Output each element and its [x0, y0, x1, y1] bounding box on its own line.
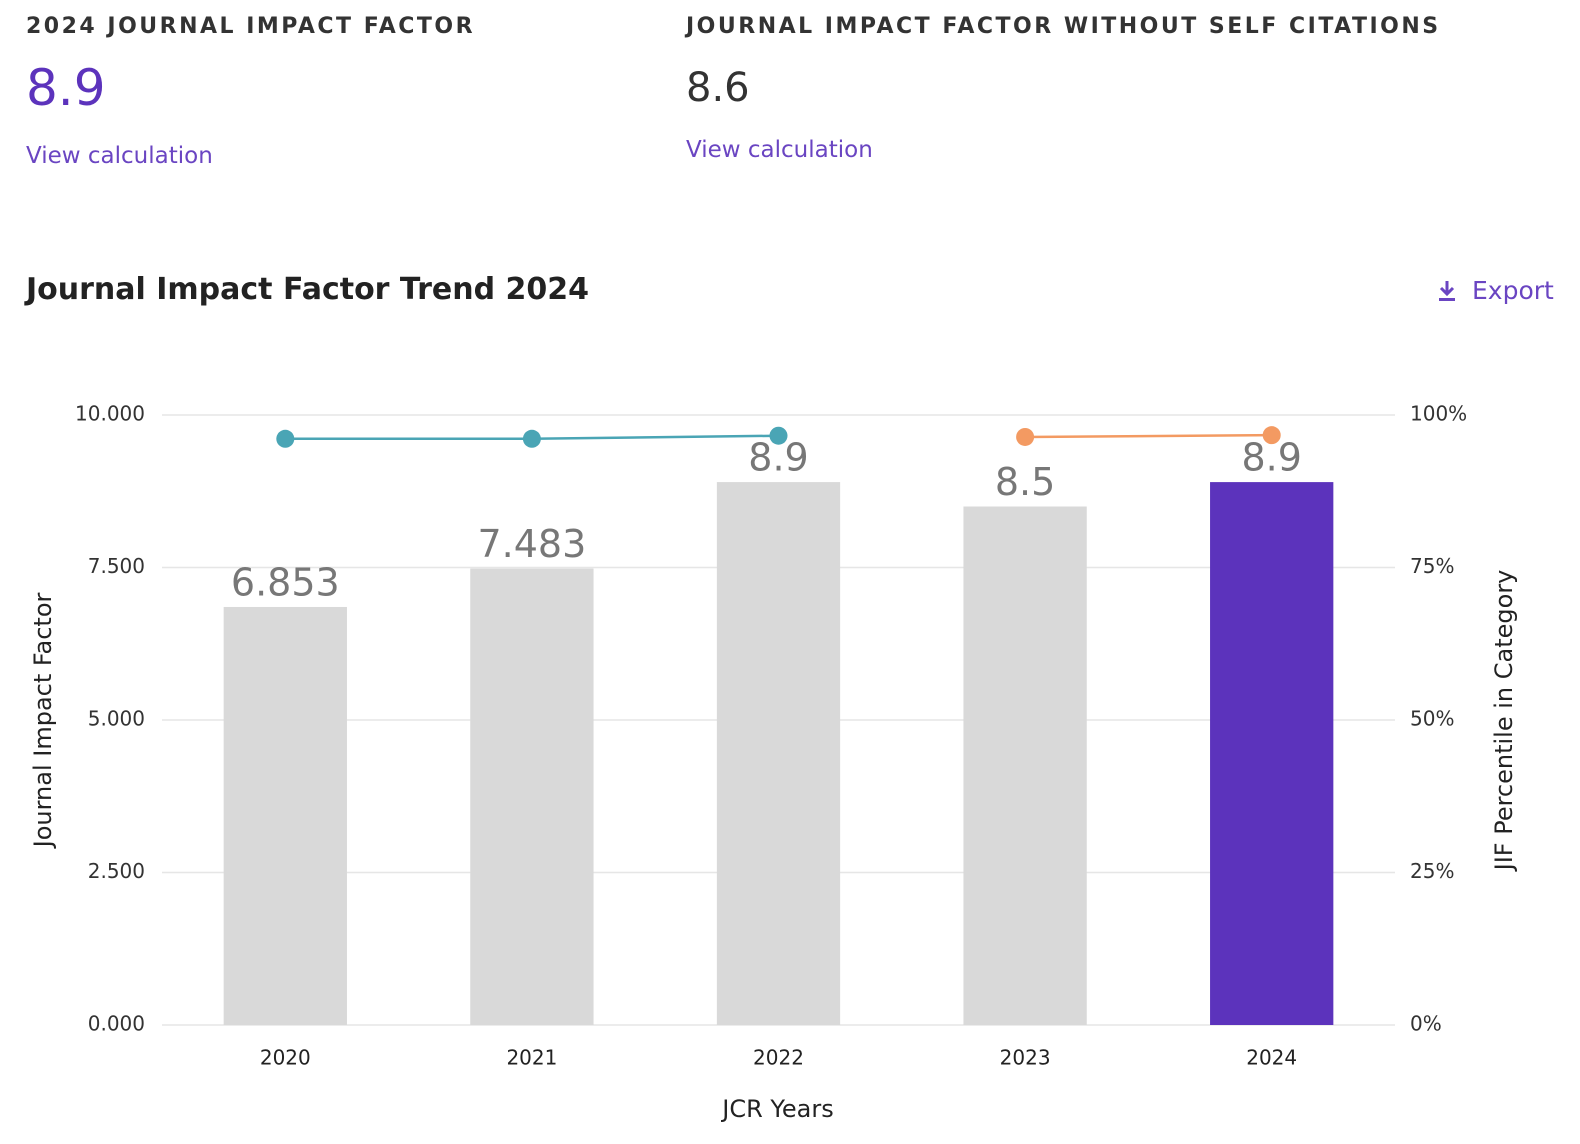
x-tick-label: 2020: [260, 1046, 311, 1070]
metric-title: JOURNAL IMPACT FACTOR WITHOUT SELF CITAT…: [686, 14, 1441, 39]
x-tick-label: 2024: [1246, 1046, 1297, 1070]
bar: [223, 606, 347, 1025]
export-icon: [1439, 280, 1455, 301]
line-point: [1016, 427, 1035, 446]
bar: [1210, 482, 1334, 1026]
y-tick-label: 10.000: [75, 402, 145, 426]
y-axis-label: Journal Impact Factor: [29, 593, 57, 850]
bar: [716, 482, 841, 1026]
line-point: [522, 429, 541, 448]
x-axis-label: JCR Years: [720, 1095, 833, 1123]
export-label: Export: [1472, 276, 1554, 305]
view-calculation-link[interactable]: View calculation: [26, 143, 213, 169]
view-calculation-link[interactable]: View calculation: [686, 137, 873, 163]
x-tick-label: 2021: [506, 1046, 557, 1070]
line-point: [1262, 426, 1281, 445]
x-tick-label: 2023: [1000, 1046, 1051, 1070]
y2-axis-label: JIF Percentile in Category: [1490, 570, 1518, 873]
y-tick-label: 2.500: [88, 859, 145, 883]
y2-tick-label: 50%: [1410, 707, 1454, 731]
metric: 2024 JOURNAL IMPACT FACTOR 8.9 View calc…: [26, 14, 475, 169]
value-label: 6.853: [231, 560, 340, 604]
y-tick-label: 0.000: [88, 1012, 145, 1036]
metric-value: 8.6: [686, 65, 750, 111]
value-label: 7.483: [478, 522, 587, 566]
metric-title: 2024 JOURNAL IMPACT FACTOR: [26, 14, 476, 39]
y2-tick-label: 0%: [1410, 1012, 1442, 1036]
x-tick-label: 2022: [753, 1046, 804, 1070]
y-tick-label: 7.500: [88, 554, 145, 578]
metric: JOURNAL IMPACT FACTOR WITHOUT SELF CITAT…: [686, 14, 1441, 163]
bar: [470, 568, 594, 1025]
bar: [963, 506, 1087, 1025]
section-title: Journal Impact Factor Trend 2024: [26, 272, 589, 307]
line: [1025, 433, 1272, 439]
y-tick-label: 5.000: [88, 707, 145, 731]
y2-tick-label: 100%: [1410, 402, 1467, 426]
metric-value: 8.9: [26, 59, 106, 117]
export-button[interactable]: Export: [1436, 276, 1554, 305]
value-label: 8.5: [995, 460, 1055, 504]
line-point: [276, 429, 295, 448]
y2-tick-label: 25%: [1410, 859, 1454, 883]
line-point: [769, 426, 788, 445]
y2-tick-label: 75%: [1410, 554, 1454, 578]
